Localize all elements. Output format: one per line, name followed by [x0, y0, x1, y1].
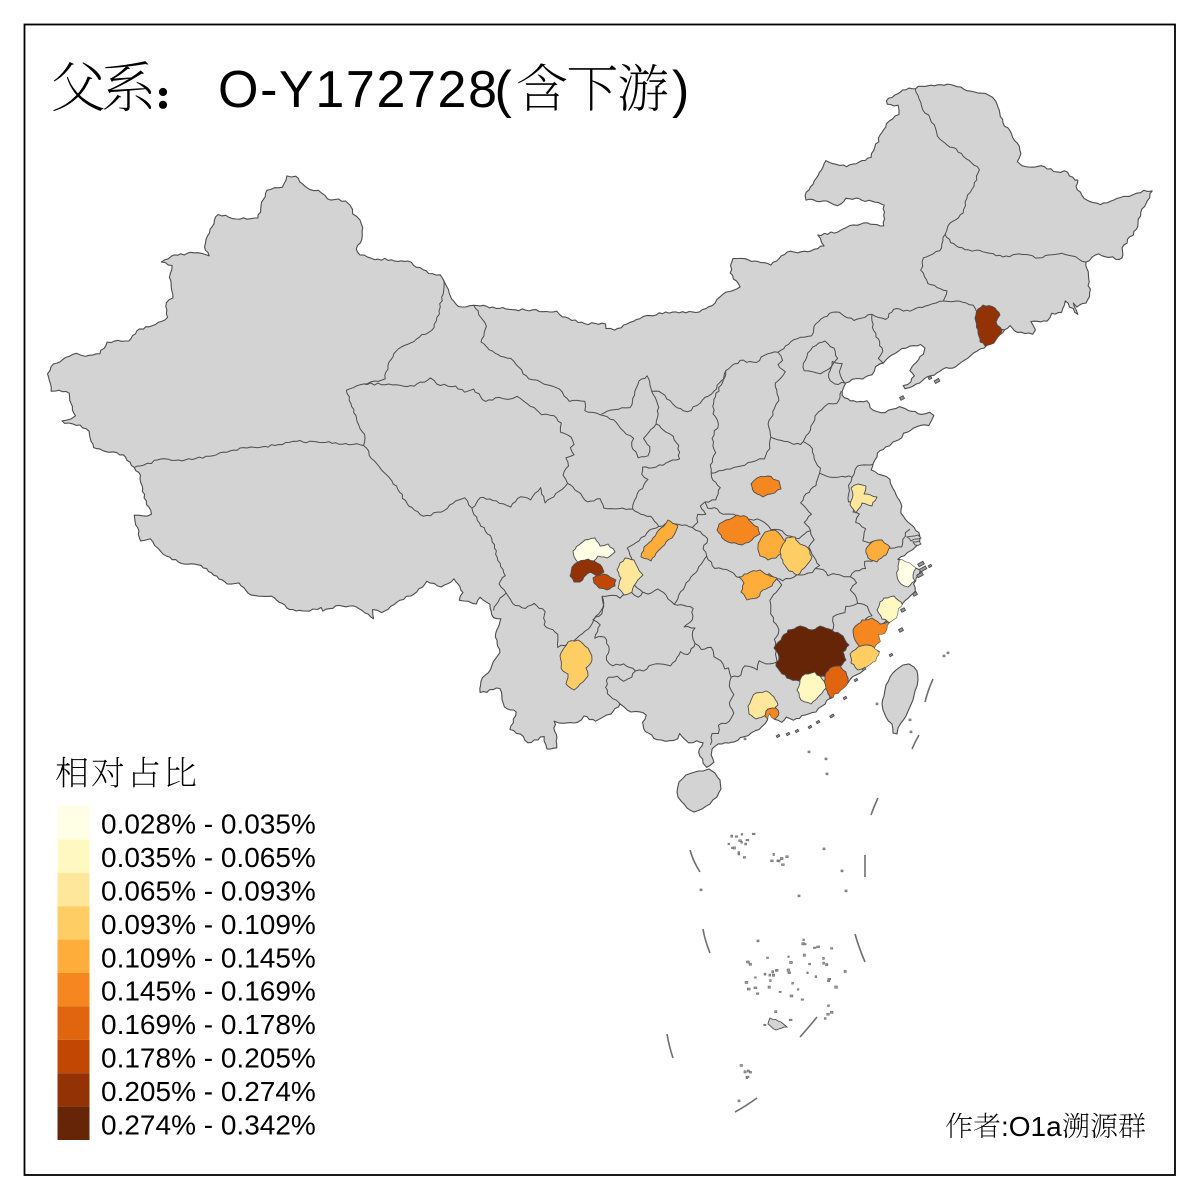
svg-text:0.145% - 0.169%: 0.145% - 0.169%: [101, 976, 316, 1007]
svg-text:O-Y172728: O-Y172728: [218, 61, 497, 119]
svg-text:): ): [672, 61, 689, 119]
svg-text:0.205% - 0.274%: 0.205% - 0.274%: [101, 1076, 316, 1107]
svg-text:0.169% - 0.178%: 0.169% - 0.178%: [101, 1009, 316, 1040]
svg-text:0.274% - 0.342%: 0.274% - 0.342%: [101, 1109, 316, 1140]
svg-text:0.093% - 0.109%: 0.093% - 0.109%: [101, 909, 316, 940]
svg-text:0.065% - 0.093%: 0.065% - 0.093%: [101, 876, 316, 907]
svg-text:0.035% - 0.065%: 0.035% - 0.065%: [101, 842, 316, 873]
svg-text:0.178% - 0.205%: 0.178% - 0.205%: [101, 1043, 316, 1074]
svg-text::O1a: :O1a: [1001, 1111, 1062, 1142]
svg-text:(: (: [495, 61, 513, 119]
svg-text:0.028% - 0.035%: 0.028% - 0.035%: [101, 809, 316, 840]
svg-text:0.109% - 0.145%: 0.109% - 0.145%: [101, 942, 316, 973]
